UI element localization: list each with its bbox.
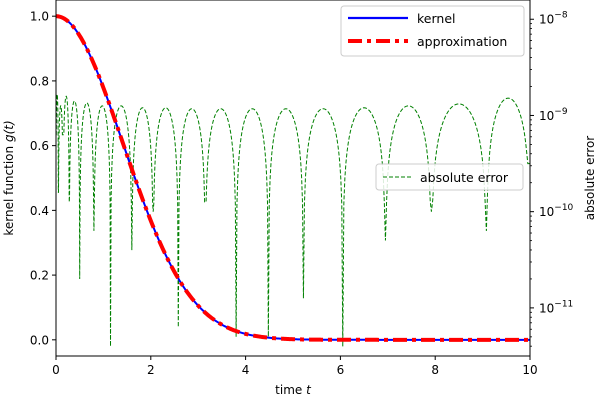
x-axis-label: time t: [275, 383, 312, 397]
x-tick-label: 0: [52, 363, 60, 377]
x-tick-label: 4: [242, 363, 250, 377]
y2-axis-label: absolute error: [583, 136, 597, 221]
y-tick-label: 0.2: [30, 269, 49, 283]
y-tick-label: 0.0: [30, 333, 49, 347]
legend-right: absolute error: [376, 164, 523, 190]
y-tick-label: 0.8: [30, 74, 49, 88]
y-tick-label: 1.0: [30, 10, 49, 24]
legend-kernel-label: kernel: [417, 11, 456, 26]
x-tick-label: 10: [522, 363, 537, 377]
y-tick-label: 0.6: [30, 139, 49, 153]
x-tick-label: 6: [337, 363, 345, 377]
y-axis-label: kernel function g(t): [2, 120, 16, 235]
x-tick-label: 2: [147, 363, 155, 377]
legend-error-label: absolute error: [420, 170, 509, 185]
legend-left: kernel approximation: [341, 6, 524, 56]
y-tick-label: 0.4: [30, 204, 49, 218]
legend-approximation-label: approximation: [417, 34, 507, 49]
x-tick-label: 8: [431, 363, 439, 377]
